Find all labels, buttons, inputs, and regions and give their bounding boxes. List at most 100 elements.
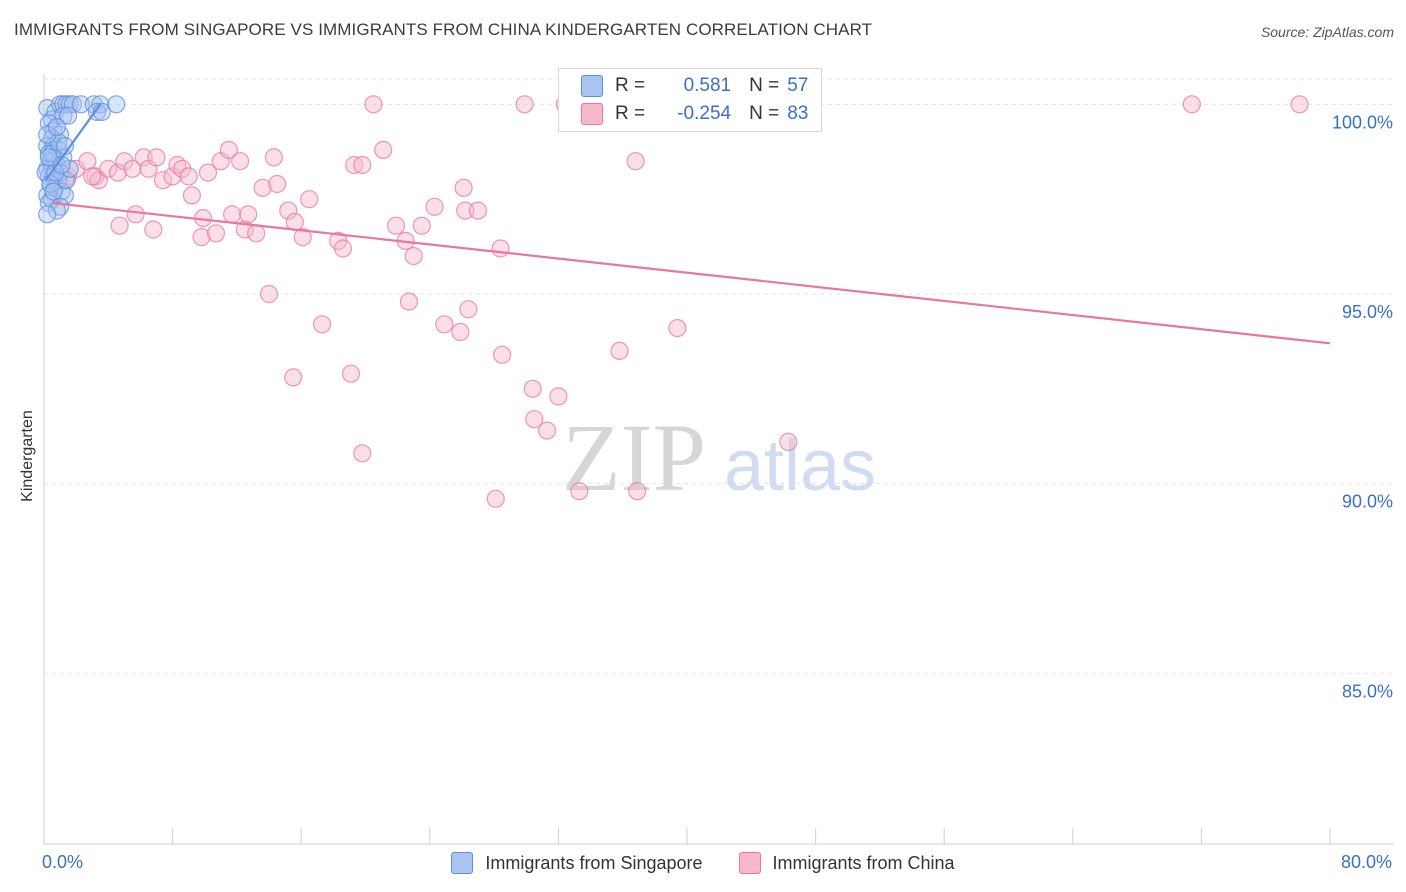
- series-legend: Immigrants from Singapore Immigrants fro…: [0, 852, 1406, 874]
- legend-r-value: 0.581: [683, 75, 732, 96]
- china-point: [192, 228, 211, 247]
- y-tick-label: 95.0%: [1342, 302, 1393, 322]
- legend-swatch-china: [581, 103, 603, 125]
- china-point: [206, 224, 226, 243]
- china-point: [386, 216, 406, 235]
- china-point: [491, 239, 510, 258]
- china-point: [515, 95, 534, 114]
- china-point: [147, 148, 166, 167]
- legend-label-singapore: Immigrants from Singapore: [485, 852, 703, 873]
- singapore-point: [107, 95, 126, 114]
- china-point: [523, 379, 542, 398]
- china-point: [293, 228, 312, 247]
- legend-n-value: 57: [787, 75, 809, 96]
- legend-swatch-singapore: [451, 852, 474, 874]
- china-point: [279, 201, 298, 220]
- china-point: [353, 155, 372, 175]
- y-tick-label: 85.0%: [1342, 681, 1393, 701]
- trend-lines: [44, 103, 1331, 345]
- china-point: [549, 387, 568, 406]
- china-point: [493, 345, 512, 364]
- china-point: [83, 167, 102, 186]
- china-point: [451, 322, 470, 341]
- china-point: [374, 140, 393, 159]
- china-point: [99, 159, 118, 178]
- china-point: [284, 368, 303, 387]
- legend-n-label: N =: [749, 75, 780, 96]
- legend-n-label: N =: [749, 103, 780, 124]
- china-point: [110, 216, 129, 235]
- china-point: [264, 148, 283, 167]
- china-point: [454, 178, 473, 197]
- china-trend-line: [51, 201, 1331, 345]
- china-point: [123, 159, 142, 178]
- watermark-zip: ZIP: [562, 404, 706, 511]
- china-point: [163, 167, 182, 186]
- china-point: [231, 152, 250, 171]
- china-point: [247, 224, 266, 243]
- chart-title: IMMIGRANTS FROM SINGAPORE VS IMMIGRANTS …: [14, 20, 873, 39]
- singapore-trend-line: [44, 103, 102, 181]
- singapore-point: [71, 95, 91, 114]
- china-point: [459, 300, 478, 319]
- gridlines: [44, 78, 1394, 674]
- y-tick-label: 100.0%: [1332, 112, 1393, 132]
- china-point: [134, 148, 153, 167]
- legend-swatch-china: [738, 852, 761, 874]
- china-point: [1290, 95, 1309, 114]
- china-point: [182, 186, 201, 205]
- singapore-point: [44, 182, 63, 201]
- x-tick-label-min: 0.0%: [42, 852, 84, 872]
- china-point: [570, 482, 589, 501]
- singapore-point: [54, 106, 73, 125]
- singapore-point: [47, 201, 67, 220]
- china-point: [404, 247, 423, 266]
- china-point: [364, 95, 383, 114]
- china-point: [198, 163, 218, 182]
- china-point: [610, 341, 629, 360]
- china-point: [300, 190, 319, 209]
- china-point: [486, 489, 505, 508]
- singapore-point: [38, 125, 57, 144]
- singapore-point: [47, 117, 67, 137]
- china-point: [525, 410, 544, 429]
- legend-item-singapore[interactable]: Immigrants from Singapore: [451, 852, 703, 874]
- legend-row-china: R = -0.254 N = 83: [581, 101, 808, 127]
- china-point: [668, 319, 687, 338]
- singapore-point: [36, 163, 55, 182]
- china-point: [412, 216, 431, 235]
- china-point: [78, 152, 97, 171]
- china-point: [537, 421, 557, 440]
- source-label: Source: ZipAtlas.com: [1260, 24, 1394, 40]
- china-point: [144, 220, 163, 239]
- legend-row-singapore: R = 0.581 N = 57: [581, 73, 808, 99]
- china-point: [628, 482, 647, 501]
- x-tick-label-max: 80.0%: [1340, 852, 1392, 872]
- watermark-atlas: atlas: [724, 426, 876, 506]
- singapore-point: [46, 163, 65, 182]
- china-point: [435, 315, 454, 334]
- legend-n-value: 83: [787, 103, 809, 124]
- china-point: [1182, 95, 1201, 114]
- y-tick-labels: 85.0% 90.0% 95.0% 100.0%: [1332, 112, 1393, 701]
- china-point: [239, 205, 258, 224]
- china-point: [285, 212, 304, 231]
- china-point: [108, 163, 128, 182]
- china-point: [253, 178, 272, 197]
- legend-swatch-singapore: [581, 75, 603, 97]
- legend-item-china[interactable]: Immigrants from China: [738, 852, 955, 874]
- china-point: [179, 167, 198, 186]
- china-point: [468, 201, 488, 220]
- china-point: [425, 197, 444, 216]
- china-point: [153, 171, 173, 190]
- china-point: [399, 292, 418, 311]
- legend-r-value: -0.254: [677, 103, 732, 124]
- china-point: [268, 174, 287, 194]
- china-point: [173, 159, 192, 178]
- singapore-point: [58, 106, 78, 125]
- china-point: [219, 140, 238, 159]
- china-point: [626, 152, 645, 171]
- china-point: [456, 201, 475, 220]
- china-point: [333, 239, 353, 258]
